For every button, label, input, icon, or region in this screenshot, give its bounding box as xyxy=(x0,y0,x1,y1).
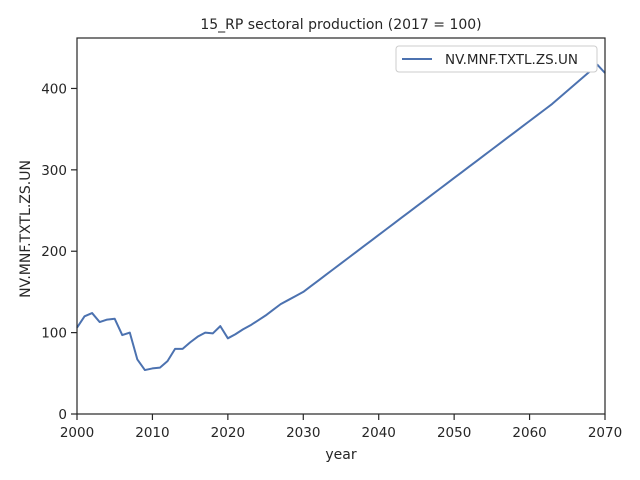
series-line xyxy=(76,63,606,372)
chart-title: 15_RP sectoral production (2017 = 100) xyxy=(200,17,481,33)
y-axis-label: NV.MNF.TXTL.ZS.UN xyxy=(18,160,34,298)
plot-lines xyxy=(76,63,606,372)
x-tick-label: 2040 xyxy=(362,425,396,441)
legend-box xyxy=(395,45,598,73)
y-tick-label: 200 xyxy=(41,244,67,260)
x-tick-label: 2000 xyxy=(60,425,94,441)
legend-label: NV.MNF.TXTL.ZS.UN xyxy=(445,52,578,68)
x-tick-label: 2050 xyxy=(437,425,471,441)
x-tick-label: 2010 xyxy=(135,425,169,441)
x-axis-label: year xyxy=(325,447,356,463)
x-tick-label: 2030 xyxy=(286,425,320,441)
y-tick-label: 300 xyxy=(41,163,67,179)
x-axis-ticks: 2000 2010 2020 2030 2040 2050 2060 2070 xyxy=(60,414,622,441)
plot-frame xyxy=(76,37,606,415)
x-tick-label: 2060 xyxy=(512,425,546,441)
x-tick-label: 2020 xyxy=(211,425,245,441)
y-axis-ticks: 0 100 200 300 400 xyxy=(41,81,77,423)
y-tick-label: 100 xyxy=(41,326,67,342)
y-tick-label: 400 xyxy=(41,81,67,97)
legend: NV.MNF.TXTL.ZS.UN xyxy=(395,45,598,73)
y-tick-label: 0 xyxy=(58,407,67,423)
x-tick-label: 2070 xyxy=(588,425,622,441)
